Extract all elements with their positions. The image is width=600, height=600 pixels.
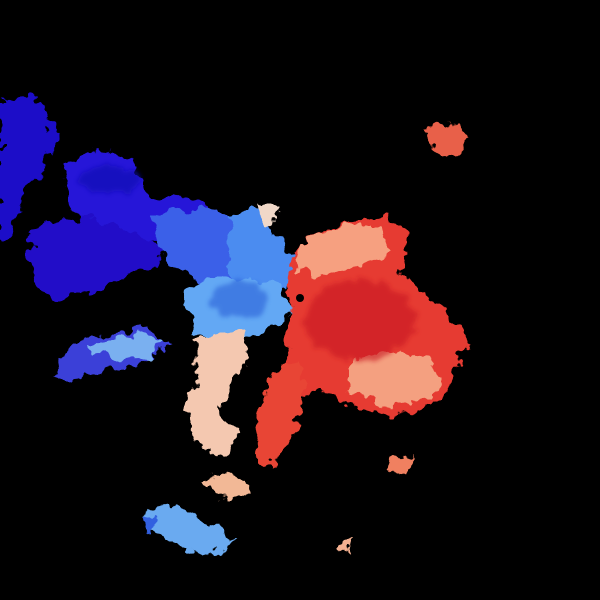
- velocity-texture: [80, 166, 415, 360]
- transition-echoes: [185, 205, 278, 500]
- radar-site: [296, 294, 304, 302]
